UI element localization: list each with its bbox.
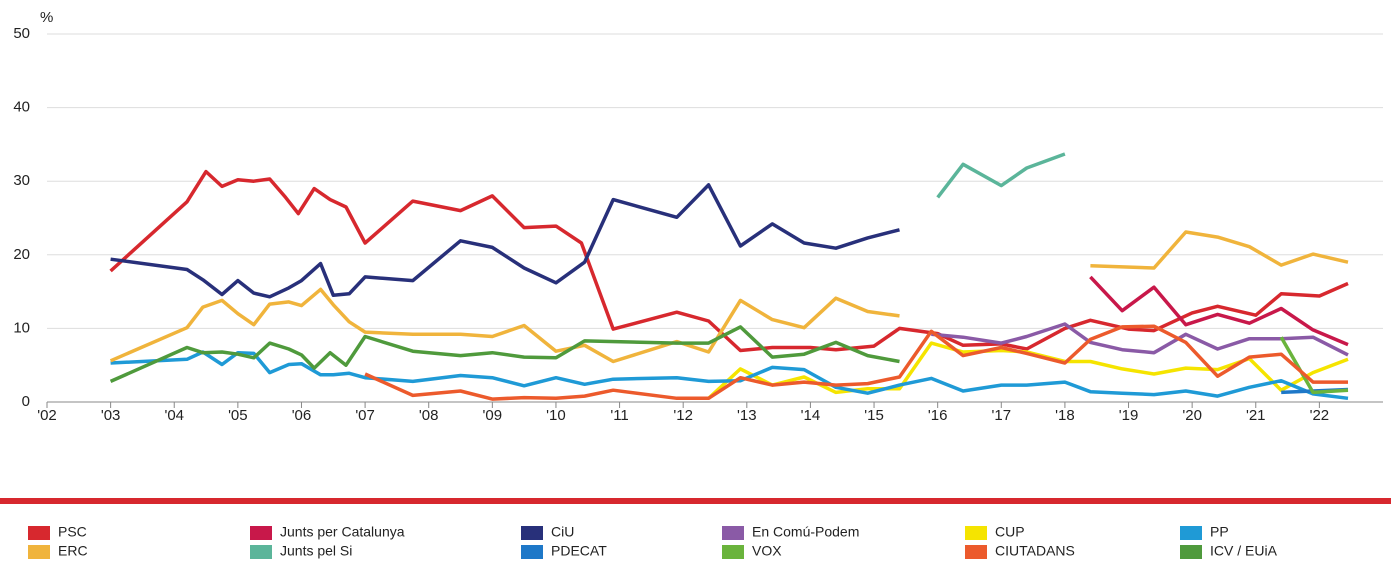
series-line: [931, 322, 1349, 357]
legend-label: PSC: [58, 524, 87, 540]
y-tick-label: 30: [13, 172, 30, 189]
x-tick-label: '15: [864, 407, 884, 424]
y-axis-label: %: [40, 9, 53, 26]
y-tick-label: 0: [22, 393, 30, 410]
legend-label: ICV / EUiA: [1210, 543, 1278, 559]
x-tick-label: '10: [546, 407, 566, 424]
x-tick-label: '04: [164, 407, 184, 424]
x-tick-label: '03: [101, 407, 121, 424]
x-tick-label: '08: [419, 407, 439, 424]
x-tick-label: '14: [801, 407, 821, 424]
legend-label: PP: [1210, 524, 1229, 540]
series-line: [110, 183, 900, 299]
x-tick-label: '06: [292, 407, 312, 424]
legend-label: PDECAT: [551, 543, 607, 559]
x-tick-label: '13: [737, 407, 757, 424]
series-line: [1279, 336, 1349, 395]
series-line: [110, 350, 1349, 401]
legend-label: En Comú-Podem: [752, 524, 859, 540]
legend-swatch: [250, 545, 272, 559]
x-tick-label: '12: [673, 407, 693, 424]
series-line: [109, 287, 900, 364]
y-tick-label: 10: [13, 319, 30, 336]
legend-swatch: [28, 545, 50, 559]
legend-swatch: [1180, 545, 1202, 559]
legend-swatch: [722, 526, 744, 540]
legend-label: VOX: [752, 543, 782, 559]
y-tick-label: 20: [13, 246, 30, 263]
series-line: [1090, 230, 1349, 270]
legend-label: CIUTADANS: [995, 543, 1075, 559]
legend-label: CUP: [995, 524, 1025, 540]
x-tick-label: '17: [992, 407, 1012, 424]
legend-label: CiU: [551, 524, 574, 540]
x-tick-label: '19: [1119, 407, 1139, 424]
legend-swatch: [965, 526, 987, 540]
y-tick-label: 40: [13, 99, 30, 116]
y-tick-label: 50: [13, 25, 30, 42]
series-line: [936, 152, 1066, 199]
legend-swatch: [250, 526, 272, 540]
x-tick-label: '11: [610, 407, 628, 424]
series-line: [109, 325, 900, 383]
legend-label: Junts per Catalunya: [280, 524, 405, 540]
x-tick-label: '16: [928, 407, 948, 424]
x-tick-label: '09: [483, 407, 503, 424]
legend-swatch: [965, 545, 987, 559]
x-tick-label: '22: [1310, 407, 1330, 424]
legend-swatch: [722, 545, 744, 559]
divider: [0, 498, 1391, 504]
x-tick-label: '02: [37, 407, 57, 424]
x-tick-label: '05: [228, 407, 248, 424]
x-tick-label: '20: [1182, 407, 1202, 424]
x-tick-label: '07: [355, 407, 375, 424]
x-tick-label: '18: [1055, 407, 1075, 424]
legend-label: ERC: [58, 543, 88, 559]
legend-swatch: [1180, 526, 1202, 540]
series-line: [109, 169, 1349, 353]
x-tick-label: '21: [1246, 407, 1266, 424]
legend-label: Junts pel Si: [280, 543, 352, 559]
legend-swatch: [28, 526, 50, 540]
series-line: [1089, 275, 1349, 347]
legend-swatch: [521, 545, 543, 559]
series-line: [364, 324, 1348, 401]
legend-swatch: [521, 526, 543, 540]
